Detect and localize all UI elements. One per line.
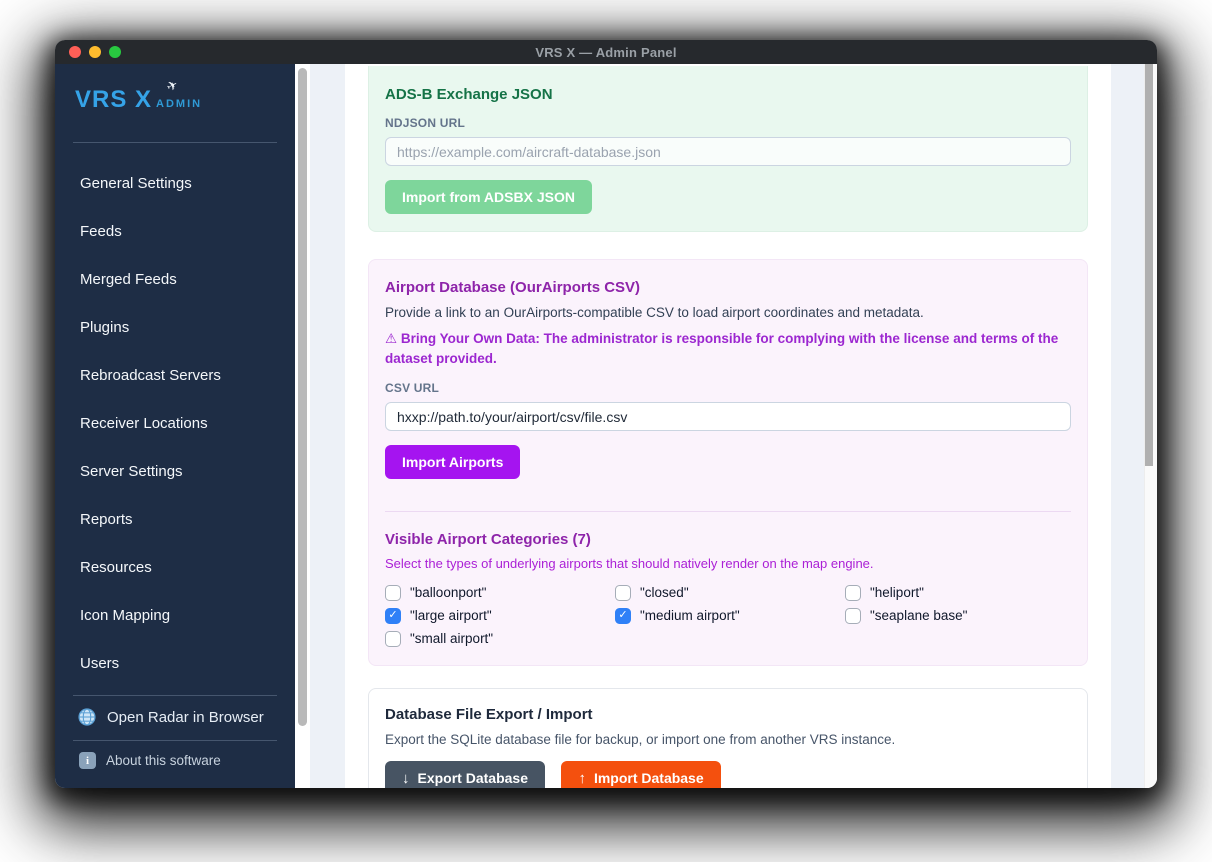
sidebar-scrollbar-thumb[interactable] <box>298 68 307 726</box>
checkbox-icon[interactable] <box>845 584 861 601</box>
checkbox-icon[interactable] <box>615 584 631 601</box>
main-scrollbar[interactable] <box>1144 64 1157 788</box>
db-file-description: Export the SQLite database file for back… <box>385 732 896 748</box>
open-radar-link[interactable]: Open Radar in Browser <box>55 696 295 738</box>
ndjson-url-label: NDJSON URL <box>385 116 466 130</box>
csv-url-label: CSV URL <box>385 381 440 396</box>
sidebar-scrollbar[interactable] <box>295 64 310 788</box>
byod-warning: ⚠ Bring Your Own Data: The administrator… <box>385 331 1059 366</box>
titlebar: VRS X — Admin Panel <box>55 40 1157 64</box>
import-database-label: Import Database <box>593 770 704 787</box>
checkbox-small-airport[interactable]: "small airport" <box>385 630 615 647</box>
import-adsbx-button[interactable]: Import from ADSBX JSON <box>385 180 592 214</box>
checkbox-heliport[interactable]: "heliport" <box>845 584 1071 601</box>
sidebar-item-merged-feeds[interactable]: Merged Feeds <box>80 270 177 288</box>
export-database-label: Export Database <box>417 770 528 787</box>
sidebar-item-feeds[interactable]: Feeds <box>80 222 122 240</box>
open-radar-label: Open Radar in Browser <box>107 708 264 726</box>
airport-db-description: Provide a link to an OurAirports-compati… <box>385 305 924 320</box>
categories-title: Visible Airport Categories (7) <box>385 531 591 549</box>
sidebar-item-resources[interactable]: Resources <box>80 558 152 576</box>
sidebar-item-receiver-locations[interactable]: Receiver Locations <box>80 414 208 432</box>
sidebar-item-users[interactable]: Users <box>80 654 120 672</box>
about-link[interactable]: About this software <box>55 741 295 780</box>
main-content: ADS-B Exchange JSON NDJSON URL Import fr… <box>345 64 1111 788</box>
checkbox-balloonport[interactable]: "balloonport" <box>385 584 615 601</box>
import-database-button[interactable]: ↑ Import Database <box>561 761 721 788</box>
checkbox-large-airport[interactable]: "large airport" <box>385 607 615 624</box>
import-airports-button[interactable]: Import Airports <box>385 445 521 480</box>
export-database-button[interactable]: ↓ Export Database <box>385 761 545 788</box>
about-label: About this software <box>106 753 221 768</box>
airport-db-title: Airport Database (OurAirports CSV) <box>385 279 641 296</box>
checkbox-icon[interactable] <box>385 584 401 601</box>
categories-grid: "balloonport" "closed" "heliport" " <box>385 584 1071 647</box>
sidebar-item-general-settings[interactable]: General Settings <box>80 174 192 192</box>
checkbox-seaplane-base[interactable]: "seaplane base" <box>845 607 1071 624</box>
csv-url-input[interactable] <box>385 402 1071 432</box>
ndjson-url-input[interactable] <box>385 137 1071 166</box>
upload-arrow-icon: ↑ <box>578 769 586 787</box>
sidebar-divider <box>73 142 277 143</box>
app-logo: VRS X ADMIN ✈ <box>75 76 295 128</box>
sidebar-item-rebroadcast-servers[interactable]: Rebroadcast Servers <box>80 366 221 384</box>
logo-suffix: ADMIN <box>156 98 203 110</box>
adsbx-title: ADS-B Exchange JSON <box>385 86 553 103</box>
db-file-title: Database File Export / Import <box>385 706 593 724</box>
checkbox-icon[interactable] <box>385 607 401 624</box>
sidebar-footer-divider <box>73 695 277 696</box>
sidebar-item-reports[interactable]: Reports <box>80 510 133 528</box>
page-margin-left <box>310 64 345 788</box>
app-window: VRS X — Admin Panel VRS X ADMIN ✈ General… <box>55 40 1157 788</box>
info-icon <box>79 752 96 769</box>
categories-description: Select the types of underlying airports … <box>385 556 874 572</box>
sidebar-footer: Open Radar in Browser About this softwar… <box>55 689 295 780</box>
plane-icon: ✈ <box>163 76 181 95</box>
logo-brand: VRS X <box>75 86 153 113</box>
traffic-lights <box>69 46 121 58</box>
sidebar-item-icon-mapping[interactable]: Icon Mapping <box>80 606 171 624</box>
db-file-buttons: ↓ Export Database ↑ Import Database <box>385 747 1071 788</box>
close-button[interactable] <box>69 46 81 58</box>
sidebar: VRS X ADMIN ✈ General Settings Feeds Merg… <box>55 64 295 788</box>
card-section-divider <box>385 511 1071 513</box>
sidebar-item-plugins[interactable]: Plugins <box>80 318 130 336</box>
globe-icon <box>78 708 96 726</box>
adsbx-card: ADS-B Exchange JSON NDJSON URL Import fr… <box>368 66 1088 232</box>
checkbox-icon[interactable] <box>845 607 861 624</box>
download-arrow-icon: ↓ <box>402 769 410 787</box>
checkbox-icon[interactable] <box>615 607 631 624</box>
main-scrollbar-thumb[interactable] <box>1145 64 1153 466</box>
sidebar-item-server-settings[interactable]: Server Settings <box>80 462 183 480</box>
db-file-card: Database File Export / Import Export the… <box>368 688 1088 788</box>
checkbox-medium-airport[interactable]: "medium airport" <box>615 607 845 624</box>
zoom-button[interactable] <box>109 46 121 58</box>
page-margin-right <box>1111 64 1144 788</box>
main-page: ADS-B Exchange JSON NDJSON URL Import fr… <box>310 64 1144 788</box>
checkbox-closed[interactable]: "closed" <box>615 584 845 601</box>
checkbox-icon[interactable] <box>385 630 401 647</box>
sidebar-nav: General Settings Feeds Merged Feeds Plug… <box>55 159 295 687</box>
sidebar-footer-divider2 <box>73 740 277 741</box>
minimize-button[interactable] <box>89 46 101 58</box>
window-title: VRS X — Admin Panel <box>535 44 677 60</box>
airport-db-card: Airport Database (OurAirports CSV) Provi… <box>368 259 1088 667</box>
